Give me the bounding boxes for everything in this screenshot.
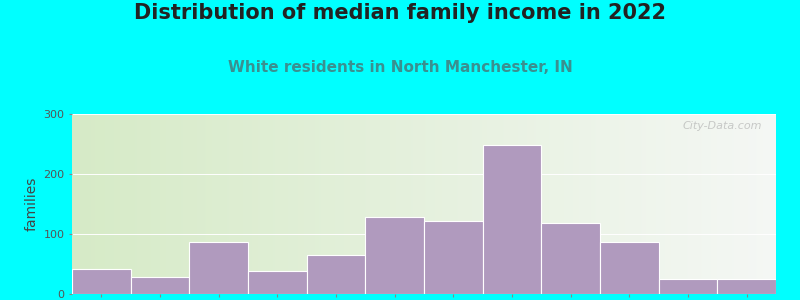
Bar [130,277,190,294]
Y-axis label: families: families [25,177,39,231]
Bar [718,279,776,294]
Text: Distribution of median family income in 2022: Distribution of median family income in … [134,3,666,23]
Text: City-Data.com: City-Data.com [682,121,762,131]
Bar [248,271,306,294]
Bar [482,145,542,294]
Bar [366,217,424,294]
Text: White residents in North Manchester, IN: White residents in North Manchester, IN [228,60,572,75]
Bar [306,255,366,294]
Bar [190,242,248,294]
Bar [542,223,600,294]
Bar [424,221,482,294]
Bar [600,242,658,294]
Bar [72,269,130,294]
Bar [658,279,718,294]
